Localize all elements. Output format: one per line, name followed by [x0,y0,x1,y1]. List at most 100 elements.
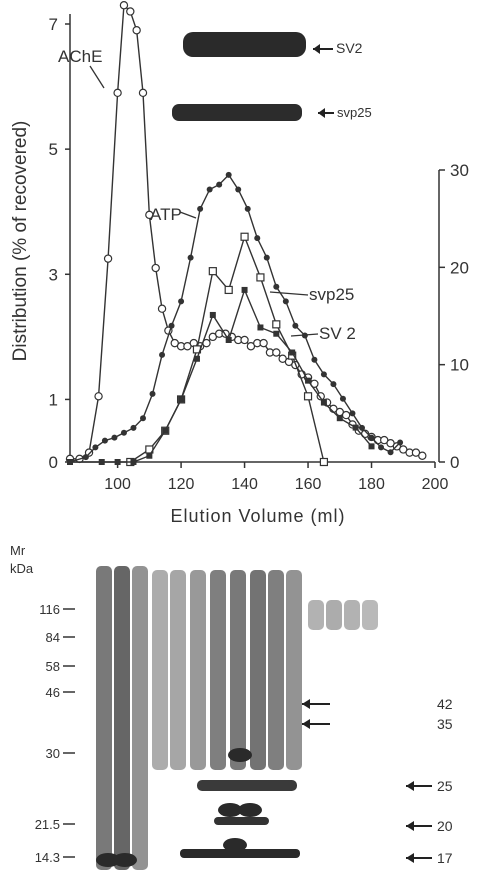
x-tick-label: 200 [422,476,449,493]
data-point-atp [82,454,89,461]
data-point-ache [240,335,249,345]
data-point-ache [157,304,167,313]
data-point-ache [132,26,141,35]
data-point-atp [378,444,385,451]
data-point-svp25 [272,320,281,329]
gel-arrow-label: 35 [437,716,453,732]
data-point-ache [316,392,325,401]
data-point-ache [145,210,154,220]
gel-marker-label: 116 [39,602,60,617]
data-point-atp [206,186,213,193]
data-point-sv2 [146,452,153,459]
series-line-svp25 [129,234,325,463]
gel-marker-label: 21.5 [35,817,60,832]
gel-lane [152,570,168,770]
gel-band [218,803,242,817]
label-atp: ATP [150,205,182,224]
x-tick-label: 160 [295,476,322,493]
y-tick-label: 7 [49,15,58,34]
data-point-ache [272,348,281,357]
data-point-sv2 [305,377,312,384]
gel-lane [308,600,324,630]
data-point-svp25 [256,273,265,282]
y2-tick-label: 20 [450,258,469,277]
series-layer [65,1,427,467]
data-point-atp [292,322,299,329]
gel-arrow-head [406,853,414,863]
data-point-atp [130,424,137,431]
gel-marker-label: 30 [46,746,60,761]
data-point-atp [311,356,318,363]
data-point-ache [126,7,135,16]
data-point-sv2 [114,459,121,465]
data-point-ache [94,392,103,401]
data-point-atp [92,444,99,451]
data-point-atp [387,449,394,456]
data-point-atp [149,390,156,397]
data-point-atp [178,298,185,305]
sds-gel: Mr kDa 116 84 58 46 30 21.5 14.3 42 35 25 20 17 [10,543,453,870]
gel-marker-label: 14.3 [35,850,60,865]
data-point-sv2 [209,311,216,318]
data-point-ache [151,263,160,273]
data-point-atp [263,254,270,261]
gel-band [228,748,252,762]
data-point-sv2 [257,324,264,331]
gel-band [113,853,137,867]
data-point-sv2 [368,443,375,450]
data-point-atp [273,283,280,290]
gel-arrow-label: 20 [437,818,453,834]
gel-band [96,853,120,867]
x-axis-label: Elution Volume (ml) [170,506,345,526]
gel-arrow-head [302,699,310,709]
gel-arrow-head [302,719,310,729]
data-point-atp [111,434,118,441]
gel-arrow-label: 42 [437,696,453,712]
data-point-sv2 [162,427,169,434]
gel-mr-label: Mr [10,543,26,558]
y-tick-label: 0 [49,453,58,472]
data-point-sv2 [336,415,343,422]
data-point-svp25 [303,392,313,401]
data-point-atp [244,205,251,212]
gel-arrow-head [406,781,414,791]
y-tick-label: 3 [49,265,58,284]
data-point-atp [235,186,242,193]
gel-lane [132,566,148,870]
gel-band [197,780,297,791]
blot-label-svp25: svp25 [337,105,372,120]
data-point-atp [282,298,289,305]
series-line-ache [70,3,423,460]
data-point-sv2 [178,396,185,403]
x-tick-label: 100 [104,476,131,493]
data-point-ache [259,338,268,348]
data-point-sv2 [289,349,296,356]
y2-tick-label: 30 [450,161,469,180]
gel-lane [286,570,302,770]
y-tick-label: 1 [49,390,58,409]
gel-lane [326,600,342,630]
data-point-ache [119,1,129,10]
data-point-atp [101,437,108,444]
y-tick-label: 5 [49,140,58,159]
data-point-sv2 [352,424,359,431]
gel-lane [268,570,284,770]
data-point-sv2 [98,459,105,465]
data-point-sv2 [193,355,200,362]
blot-strips: SV2 svp25 [172,32,372,121]
blot-strip-sv2: SV2 [183,32,363,57]
gel-marker-label: 58 [46,659,60,674]
gel-arrow-label: 25 [437,778,453,794]
data-point-atp [120,429,127,436]
gel-lanes [96,566,378,870]
gel-arrow-labels: 42 35 25 20 17 [302,696,453,866]
data-point-atp [168,322,175,329]
data-point-sv2 [320,399,327,406]
gel-band [180,849,300,858]
gel-band [223,838,247,852]
gel-lane [344,600,360,630]
data-point-atp [330,381,337,388]
data-point-atp [216,181,223,188]
